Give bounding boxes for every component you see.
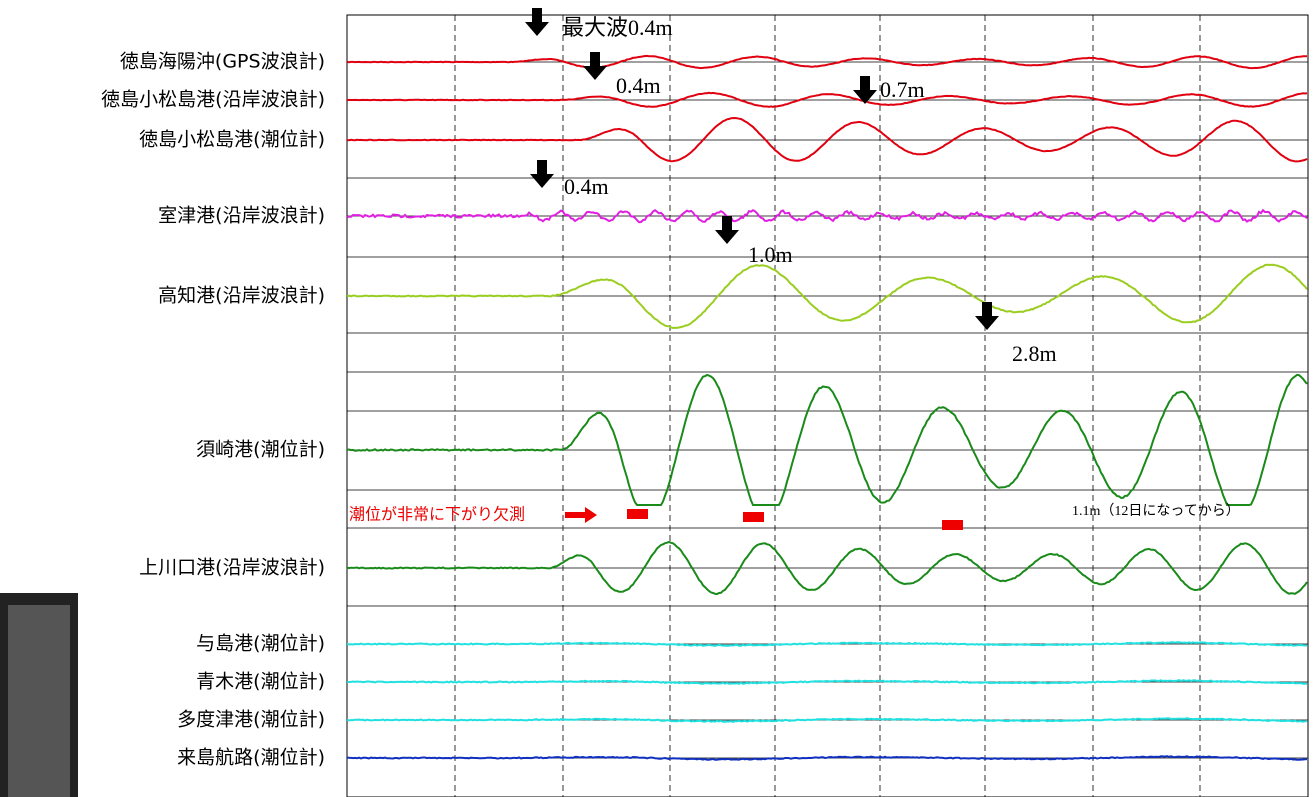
arrow (525, 8, 549, 36)
peak-label: 2.8m (1012, 341, 1057, 366)
station-label: 来島航路(潮位計) (177, 747, 325, 769)
waveform (347, 375, 1307, 505)
max-wave-label: 最大波0.4m (562, 15, 673, 40)
station-label: 多度津港(潮位計) (177, 709, 325, 731)
tsunami-chart: 徳島海陽沖(GPS波浪計) 徳島小松島港(沿岸波浪計) 徳島小松島港(潮位計) 室津港… (0, 0, 1315, 797)
grid (347, 15, 1308, 797)
station-label: 高知港(沿岸波浪計) (158, 285, 325, 307)
station-label: 徳島小松島港(潮位計) (139, 129, 325, 151)
missing-marker (942, 520, 963, 530)
station-label: 与島港(潮位計) (196, 633, 325, 655)
plot-frame (347, 15, 1308, 797)
red-arrow (565, 507, 597, 523)
arrow (583, 52, 607, 80)
arrow (530, 160, 554, 188)
peak-label: 1.0m (748, 242, 793, 267)
peak-label: 0.7m (880, 77, 925, 102)
station-labels: 徳島海陽沖(GPS波浪計) 徳島小松島港(沿岸波浪計) 徳島小松島港(潮位計) 室津港… (101, 51, 325, 769)
station-label: 徳島海陽沖(GPS波浪計) (120, 51, 325, 73)
missing-marker (743, 512, 764, 522)
peak-label: 0.4m (616, 73, 661, 98)
waveforms (347, 56, 1307, 760)
station-label: 須崎港(潮位計) (196, 439, 325, 461)
missing-marker (627, 509, 648, 519)
photo-inner (8, 605, 70, 797)
arrow (975, 302, 999, 330)
station-label: 徳島小松島港(沿岸波浪計) (101, 89, 325, 111)
missing-note: 潮位が非常に下がり欠測 (349, 505, 525, 524)
peak-label: 0.4m (564, 174, 609, 199)
station-label: 室津港(沿岸波浪計) (158, 205, 325, 227)
waveform (347, 680, 1307, 684)
station-label: 青木港(潮位計) (196, 671, 325, 693)
annotations: 最大波0.4m 0.4m 0.7m 0.4m 1.0m 2.8m 潮位が非常に下… (349, 8, 1240, 530)
station-label: 上川口港(沿岸波浪計) (139, 557, 325, 579)
late-note: 1.1m（12日になってから） (1072, 503, 1240, 519)
